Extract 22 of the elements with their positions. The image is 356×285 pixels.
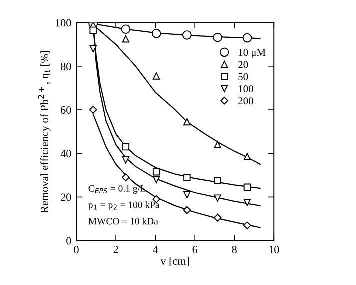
y-tick-label: 40 bbox=[60, 150, 72, 158]
legend-label: 50 bbox=[238, 73, 248, 80]
y-tick-label: 20 bbox=[61, 194, 72, 202]
legend-label: 200 bbox=[238, 98, 254, 105]
x-tick-label: 0 bbox=[74, 246, 79, 254]
x-tick-label: 6 bbox=[192, 246, 198, 254]
legend-label: 10 μM bbox=[239, 49, 266, 58]
annotation: MWCO = 10 kDa bbox=[88, 218, 158, 225]
y-axis-title: Removal efficiency of Pb$^{2+}$, η$_{t}$ [%] bbox=[38, 51, 51, 214]
x-axis-title: v [cm] bbox=[160, 257, 190, 266]
y-tick-label: 80 bbox=[60, 62, 72, 70]
annotation: C$_{EPS}$ = 0.1 g/L bbox=[88, 185, 146, 194]
y-tick-label: 60 bbox=[61, 106, 72, 114]
y-tick-label: 0 bbox=[66, 237, 72, 245]
x-tick-label: 10 bbox=[270, 246, 280, 254]
annotation: p$_{1}$ = p$_{2}$ = 100 kPa bbox=[88, 201, 160, 210]
x-tick-label: 2 bbox=[114, 246, 118, 254]
legend-label: 20 bbox=[238, 61, 248, 68]
x-tick-label: 4 bbox=[153, 246, 158, 254]
x-tick-label: 8 bbox=[232, 246, 237, 254]
y-tick-label: 100 bbox=[56, 19, 72, 27]
legend-label: 100 bbox=[239, 85, 254, 93]
